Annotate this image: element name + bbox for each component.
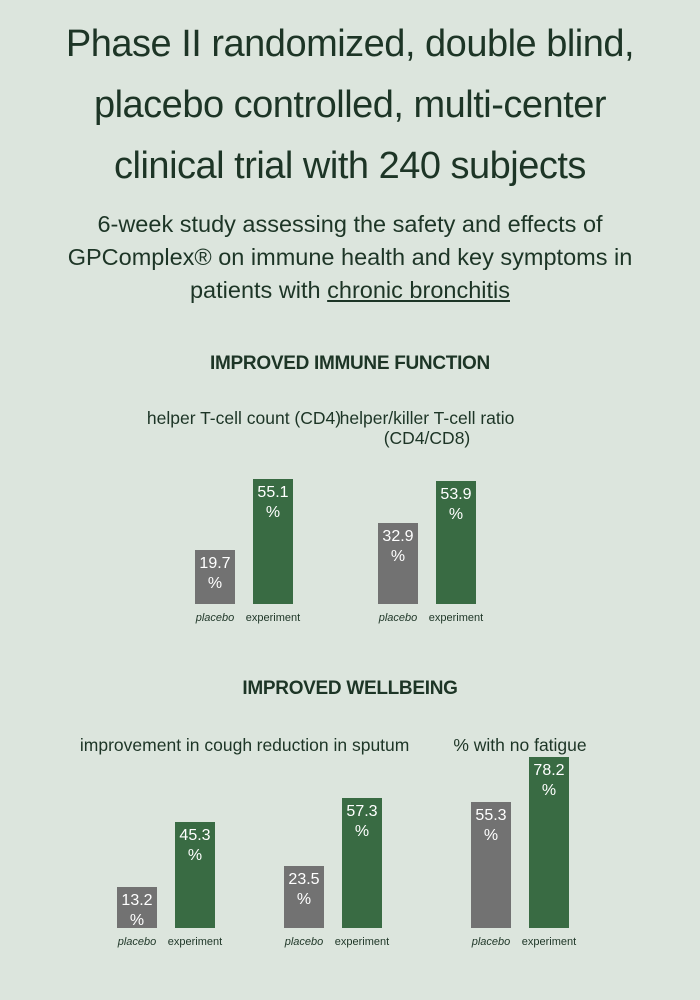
category-label: placebo [284,936,324,948]
chart-title: reduction in sputum [256,735,410,755]
category-label: experiment [245,612,301,624]
placebo-bar: 32.9% [378,523,418,604]
bar-value-label: % [129,911,145,929]
bar-value-label: % [187,847,203,865]
bar-value-label: 19.7 [199,554,231,572]
category-label: placebo [117,936,157,948]
bar-value-label: 78.2 [533,761,565,779]
subtitle-text: patients with [189,277,328,303]
section-title-wellbeing: IMPROVED WELLBEING [242,678,458,699]
category-label: experiment [334,936,390,948]
bar-value-label: 53.9 [440,486,472,504]
bar-value-label: 55.3 [475,807,507,825]
subtitle-line: 6-week study assessing the safety and ef… [97,211,603,237]
page-title: Phase II randomized, double blind, place… [0,14,700,197]
experiment-bar: 55.1% [253,478,293,604]
bar-value-label: 32.9 [382,528,414,546]
bar-value-label: % [296,891,312,908]
category-label: experiment [167,936,223,948]
experiment-bar: 78.2% [529,756,569,928]
bar-value-label: 23.5 [288,871,320,888]
subtitle: 6-week study assessing the safety and ef… [0,208,700,307]
chronic-bronchitis-link[interactable]: chronic bronchitis [327,277,510,303]
bar-value-label: 55.1 [257,483,289,501]
subtitle-line: patients with chronic bronchitis [0,274,700,307]
category-label: experiment [521,936,577,948]
subtitle-line: GPComplex® on immune health and key symp… [67,244,633,270]
placebo-bar: 13.2% [117,886,157,929]
experiment-bar: 57.3% [342,798,382,928]
bar-value-label: % [390,548,406,566]
title-line: Phase II randomized, double blind, [65,23,635,65]
category-label: placebo [378,612,418,624]
bar-value-label: % [354,823,370,841]
title-line: clinical trial with 240 subjects [114,145,586,187]
bar-value-label: % [265,503,281,521]
bar-value-label: % [541,781,557,799]
placebo-bar: 23.5% [284,866,324,928]
category-label: experiment [428,612,484,624]
bar-value-label: % [483,827,499,845]
experiment-bar: 53.9% [436,481,476,604]
placebo-bar: 55.3% [471,802,511,928]
chart-title: improvement in cough [79,735,253,755]
category-label: placebo [471,936,511,948]
bar-value-label: 45.3 [179,827,211,845]
title-line: placebo controlled, multi-center [93,84,607,126]
category-label: placebo [195,612,235,624]
bar-value-label: % [448,506,464,524]
experiment-bar: 45.3% [175,822,215,928]
bar-value-label: 57.3 [346,803,378,821]
section-title-immune: IMPROVED IMMUNE FUNCTION [210,353,490,374]
bar-value-label: % [207,574,223,592]
chart-title: % with no fatigue [453,735,587,755]
placebo-bar: 19.7% [195,549,235,604]
chart-title: helper T-cell count (CD4) [146,408,342,428]
bar-value-label: 13.2 [121,891,153,909]
chart-title: helper/killer T-cell ratio (CD4/CD8) [339,408,515,448]
